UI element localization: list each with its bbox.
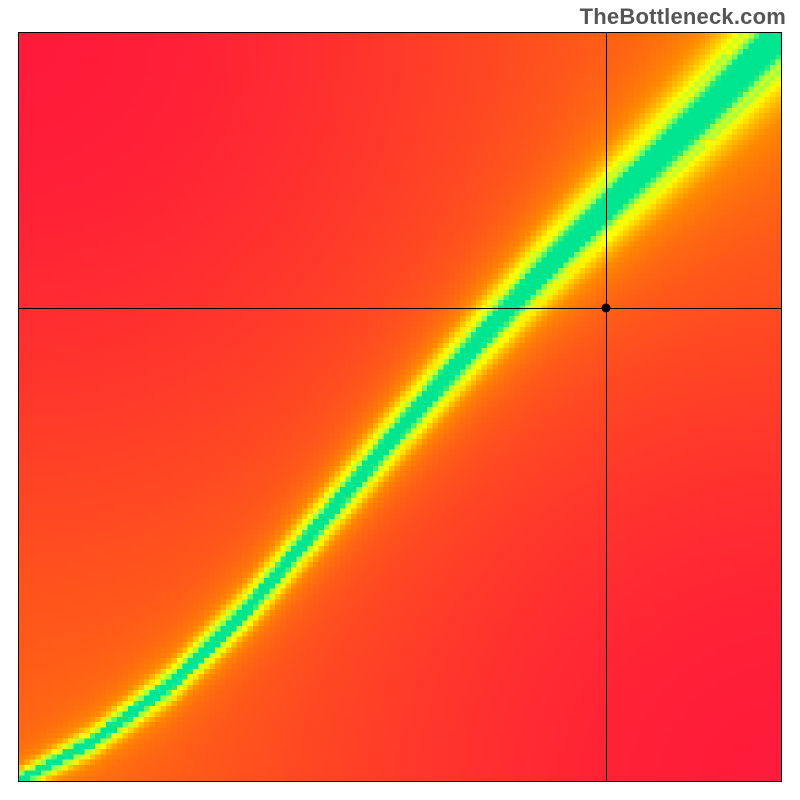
heatmap-plot [18, 32, 782, 782]
watermark-text: TheBottleneck.com [580, 4, 786, 30]
crosshair-horizontal [19, 308, 781, 309]
heatmap-canvas [19, 33, 781, 781]
crosshair-vertical [606, 33, 607, 781]
chart-container: TheBottleneck.com [0, 0, 800, 800]
crosshair-marker [601, 303, 610, 312]
